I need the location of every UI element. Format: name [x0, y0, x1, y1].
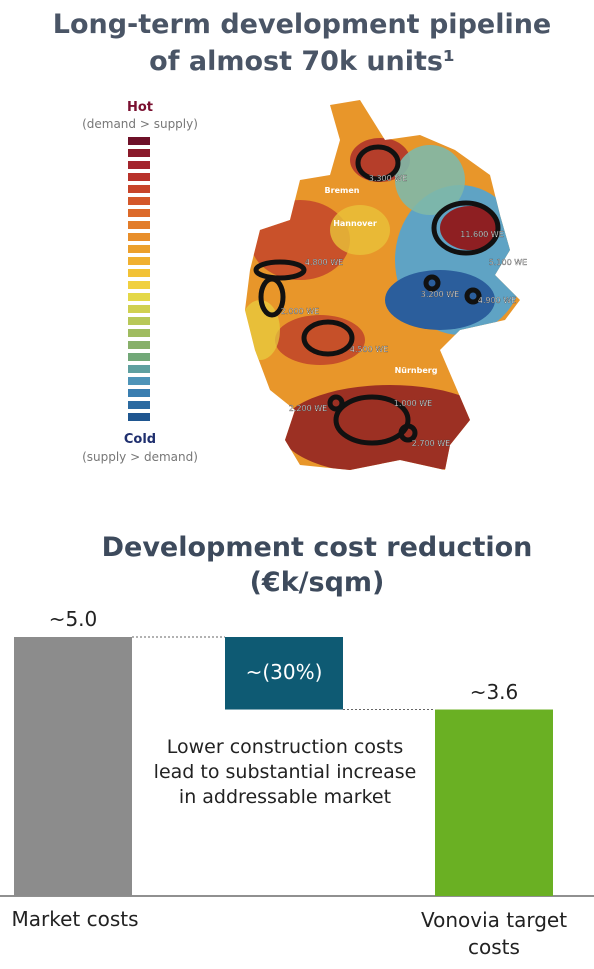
map	[245, 100, 520, 470]
legend-swatch	[128, 149, 150, 157]
legend-swatch	[128, 137, 150, 145]
map-label: 2.000 WE	[281, 307, 319, 316]
change-label: ~(30%)	[245, 660, 323, 685]
legend-swatch	[128, 209, 150, 217]
legend-swatch	[128, 305, 150, 313]
legend-swatch	[128, 389, 150, 397]
annotation: Lower construction costs lead to substan…	[153, 736, 417, 808]
legend-swatch	[128, 401, 150, 409]
legend-swatch	[128, 329, 150, 337]
map-label: 2.200 WE	[289, 404, 327, 413]
value-label: ~5.0	[48, 607, 98, 631]
category-label: Market costs	[11, 907, 139, 931]
map-label: 4.900 WE	[478, 296, 516, 305]
legend-swatch	[128, 413, 150, 421]
legend-swatch	[128, 221, 150, 229]
legend-swatch	[128, 185, 150, 193]
change-bar	[225, 637, 343, 710]
value-label: ~3.6	[469, 679, 519, 704]
legend-cold-note: (supply > demand)	[82, 450, 198, 464]
legend-swatch	[128, 317, 150, 325]
legend-swatch	[128, 233, 150, 241]
map-label: 4.500 WE	[350, 345, 388, 354]
map-label: 3.300 WE	[369, 174, 407, 183]
legend-swatch	[128, 173, 150, 181]
legend-swatch	[128, 341, 150, 349]
map-label: 3.200 WE	[421, 290, 459, 299]
legend-swatch	[128, 365, 150, 373]
city-label: Nürnberg	[395, 366, 438, 375]
legend-hot: Hot	[126, 100, 154, 115]
legend-swatch	[128, 293, 150, 301]
map-label: 5.100 WE	[489, 258, 527, 267]
bar	[14, 637, 132, 896]
page-title: Long-term development pipeline of almost…	[52, 9, 552, 77]
map-label: 1.000 WE	[394, 399, 432, 408]
map-label: 2.700 WE	[412, 439, 450, 448]
map-label: 11.600 WE	[460, 230, 504, 239]
legend-swatch	[128, 257, 150, 265]
legend-swatch	[128, 353, 150, 361]
city-label: Bremen	[325, 186, 360, 195]
legend-hot-note: (demand > supply)	[82, 117, 198, 131]
legend-swatch	[128, 269, 150, 277]
category-label: Vonovia target costs	[420, 908, 568, 959]
legend-swatch	[128, 377, 150, 385]
legend-swatch	[128, 281, 150, 289]
legend-swatch	[128, 245, 150, 253]
legend-swatch	[128, 161, 150, 169]
bar	[435, 709, 553, 896]
legend-swatch	[128, 197, 150, 205]
legend-cold: Cold	[123, 432, 157, 447]
map-highlights	[253, 144, 501, 446]
chart-title: Development cost reduction (€k/sqm)	[101, 532, 533, 598]
map-label: 4.800 WE	[305, 258, 343, 267]
city-label: Hannover	[333, 219, 377, 228]
